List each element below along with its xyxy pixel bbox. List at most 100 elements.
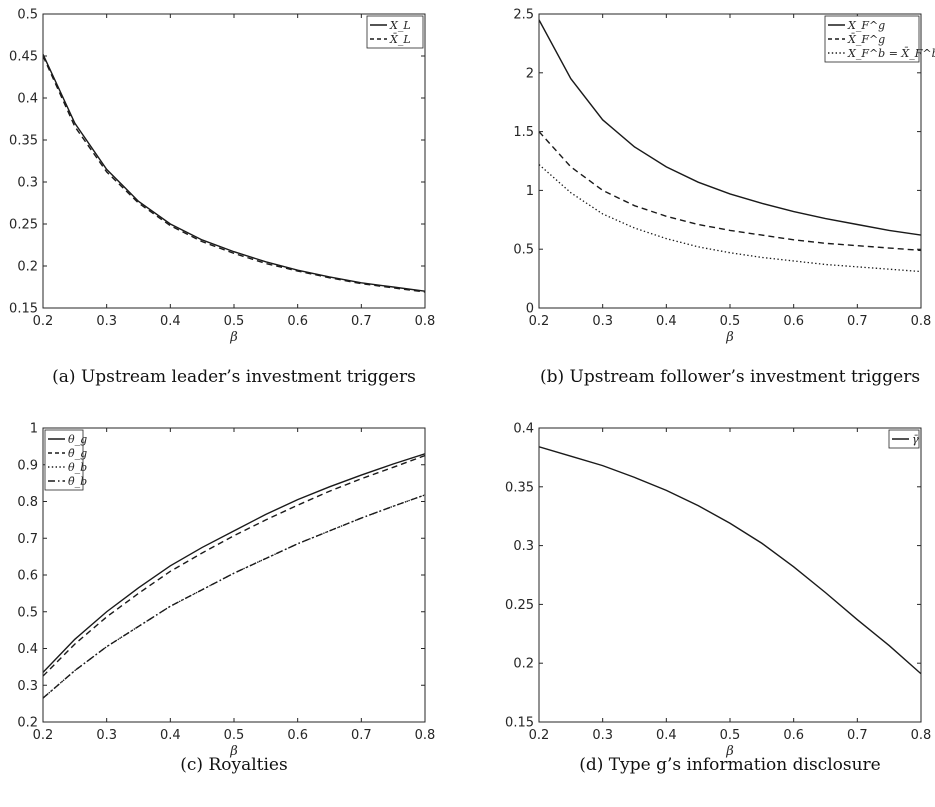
series-line-1 <box>43 453 425 673</box>
panel-caption: (d) Type g’s information disclosure <box>579 755 881 775</box>
tick-layer: 0.2 0.3 0.4 0.5 0.6 0.7 0.80.150.20.250.30.350… <box>9 8 435 330</box>
x-tick-label: 0.2 <box>33 314 54 329</box>
panel-b-follower-triggers: 0.2 0.3 0.4 0.5 0.6 0.7 0.8 0 0.5 1 1.5 2 2.5 β X_F^… <box>513 8 935 388</box>
panel-c-royalties: 0.2 0.3 0.4 0.5 0.6 0.7 0.8 0.2 0.3 0.4 0.5 0.6 0.7 0… <box>17 422 435 776</box>
y-tick-label: 0.2 <box>17 716 38 731</box>
x-axis-label: β <box>229 330 238 345</box>
x-tick-label: 0.3 <box>96 314 117 329</box>
x-axis-label: β <box>725 330 734 345</box>
legend-label-1: X_F^g <box>847 19 885 32</box>
x-tick-label: 0.3 <box>592 728 613 743</box>
panel-a-leader-triggers: 0.2 0.3 0.4 0.5 0.6 0.7 0.80.150.20.250.30.350… <box>9 8 435 388</box>
tick-layer: 0.2 0.3 0.4 0.5 0.6 0.7 0.8 0.2 0.3 0.4 0.5 0.6 0.7 0… <box>17 422 435 744</box>
legend-label-3: X_F^b = X̄_F^b <box>847 47 935 60</box>
plot-frame <box>538 427 922 723</box>
x-tick-label: 0.8 <box>415 314 436 329</box>
y-tick-label: 0.25 <box>505 598 534 613</box>
series-layer <box>43 54 425 293</box>
y-tick-label: 0.5 <box>513 243 534 258</box>
series-line-2 <box>539 131 921 252</box>
y-tick-label: 1 <box>30 422 38 437</box>
y-tick-label: 1.5 <box>513 125 534 140</box>
legend-label-2: θ̄_g <box>68 447 87 460</box>
x-axis-label: β <box>725 744 734 759</box>
y-tick-label: 0.25 <box>9 218 38 233</box>
y-tick-label: 2 <box>526 66 534 81</box>
legend-label-1: θ_g <box>68 433 87 446</box>
series-layer <box>43 453 425 699</box>
series-layer <box>539 446 921 675</box>
x-tick-label: 0.8 <box>911 728 932 743</box>
series-line-3 <box>43 494 425 699</box>
series-line-4 <box>43 494 425 699</box>
y-tick-label: 0.5 <box>17 8 38 23</box>
x-tick-label: 0.4 <box>160 728 181 743</box>
x-tick-label: 0.5 <box>224 314 245 329</box>
y-tick-label: 0.3 <box>17 176 38 191</box>
legend-label-2: X̄_F^g <box>847 33 885 46</box>
series-line-1 <box>539 19 921 236</box>
legend: X_F^gX̄_F^gX_F^b = X̄_F^b <box>824 15 935 63</box>
x-tick-label: 0.7 <box>847 314 868 329</box>
y-tick-label: 0.15 <box>505 716 534 731</box>
series-line-3 <box>539 164 921 273</box>
x-tick-label: 0.6 <box>783 728 804 743</box>
y-tick-label: 0.45 <box>9 50 38 65</box>
legend-label-4: θ̄_b <box>68 475 87 488</box>
tick-layer: 0.2 0.3 0.4 0.5 0.6 0.7 0.80.150.20.250.30.350… <box>505 422 931 744</box>
series-layer <box>539 19 921 273</box>
y-tick-label: 0.3 <box>513 539 534 554</box>
y-tick-label: 2.5 <box>513 8 534 23</box>
y-tick-label: 1 <box>526 184 534 199</box>
x-tick-label: 0.4 <box>160 314 181 329</box>
series-line-2 <box>43 454 425 677</box>
x-tick-label: 0.4 <box>656 314 677 329</box>
y-tick-label: 0.9 <box>17 458 38 473</box>
y-tick-label: 0.4 <box>513 422 534 437</box>
legend: θ_gθ̄_gθ_bθ̄_b <box>44 429 87 491</box>
y-tick-label: 0 <box>526 302 534 317</box>
y-tick-label: 0.6 <box>17 569 38 584</box>
legend-label-2: X̄_L <box>389 33 411 46</box>
y-tick-label: 0.2 <box>513 657 534 672</box>
x-tick-label: 0.8 <box>415 728 436 743</box>
x-tick-label: 0.7 <box>351 728 372 743</box>
y-tick-label: 0.5 <box>17 605 38 620</box>
y-tick-label: 0.8 <box>17 495 38 510</box>
x-tick-label: 0.5 <box>224 728 245 743</box>
x-axis-label: β <box>229 744 238 759</box>
y-tick-label: 0.4 <box>17 642 38 657</box>
legend: γ̄ <box>888 429 920 449</box>
legend-label-3: θ_b <box>68 461 87 474</box>
legend-box <box>366 15 424 49</box>
x-tick-label: 0.5 <box>720 728 741 743</box>
x-tick-label: 0.7 <box>351 314 372 329</box>
x-tick-label: 0.4 <box>656 728 677 743</box>
x-tick-label: 0.6 <box>783 314 804 329</box>
x-tick-label: 0.6 <box>287 728 308 743</box>
x-tick-label: 0.6 <box>287 314 308 329</box>
panel-caption: (b) Upstream follower’s investment trigg… <box>540 367 920 387</box>
legend-label-1: X_L <box>389 19 411 32</box>
x-tick-label: 0.3 <box>96 728 117 743</box>
legend-box <box>44 429 84 491</box>
x-tick-label: 0.3 <box>592 314 613 329</box>
series-line-1 <box>43 54 425 292</box>
panel-d-information-disclosure: 0.2 0.3 0.4 0.5 0.6 0.7 0.80.150.20.250.30.350… <box>505 422 931 776</box>
legend: X_LX̄_L <box>366 15 424 49</box>
y-tick-label: 0.2 <box>17 260 38 275</box>
y-tick-label: 0.3 <box>17 679 38 694</box>
legend-box <box>824 15 920 63</box>
x-tick-label: 0.2 <box>33 728 54 743</box>
x-tick-label: 0.8 <box>911 314 932 329</box>
x-tick-label: 0.5 <box>720 314 741 329</box>
y-tick-label: 0.35 <box>505 480 534 495</box>
y-tick-label: 0.35 <box>9 134 38 149</box>
y-tick-label: 0.15 <box>9 302 38 317</box>
y-tick-label: 0.4 <box>17 92 38 107</box>
y-tick-label: 0.7 <box>17 532 38 547</box>
series-line-2 <box>43 55 425 293</box>
panel-caption: (c) Royalties <box>180 755 287 775</box>
x-tick-label: 0.2 <box>529 314 550 329</box>
